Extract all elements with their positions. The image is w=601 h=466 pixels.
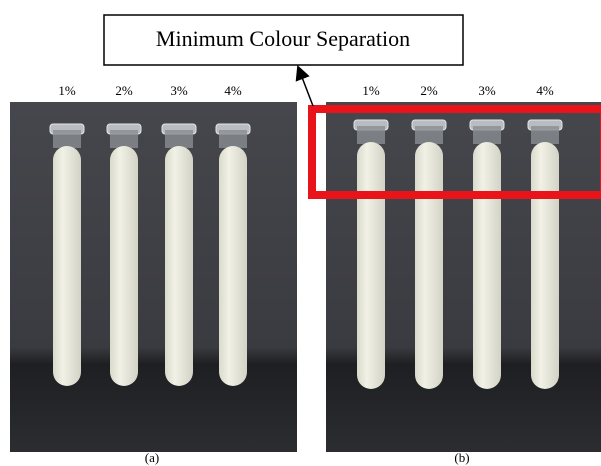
tube-glass [110, 130, 138, 148]
panel-caption: (a) [145, 450, 159, 465]
tube-label: 1% [58, 83, 76, 98]
tube-body [110, 146, 138, 386]
tube-glass [357, 126, 385, 144]
tube-body [357, 142, 385, 389]
tube-label: 2% [420, 83, 438, 98]
tube-glass [165, 130, 193, 148]
callout-text: Minimum Colour Separation [156, 26, 410, 51]
tube-label: 4% [224, 83, 242, 98]
tube-body [473, 142, 501, 389]
tube-label: 3% [170, 83, 188, 98]
tube-body [415, 142, 443, 389]
panel-caption: (b) [454, 450, 469, 465]
tubes [50, 120, 562, 389]
tube-label: 2% [115, 83, 133, 98]
tube-glass [53, 130, 81, 148]
tube-glass [219, 130, 247, 148]
tube-label: 4% [536, 83, 554, 98]
tube-label: 1% [362, 83, 380, 98]
page: Minimum Colour Separation 1% 2% 3% 4% (a) 1% 2… [0, 0, 601, 466]
tube-body [53, 146, 81, 386]
figure: Minimum Colour Separation 1% 2% 3% 4% (a) 1% 2… [0, 0, 601, 466]
tube-body [219, 146, 247, 386]
tube-glass [473, 126, 501, 144]
tube-body [165, 146, 193, 386]
tube-glass [531, 126, 559, 144]
tube-glass [415, 126, 443, 144]
tube-body [531, 142, 559, 389]
callout-arrow [300, 72, 313, 106]
tube-label: 3% [478, 83, 496, 98]
